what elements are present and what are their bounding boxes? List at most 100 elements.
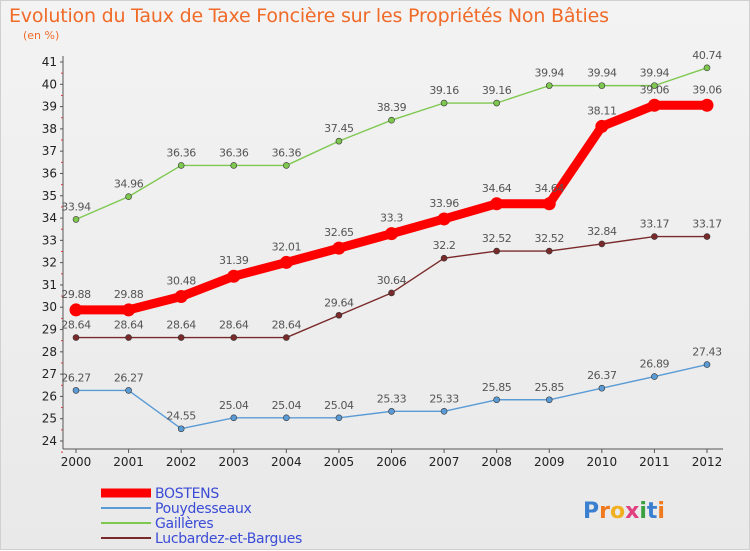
data-label: 27.43 (692, 346, 722, 359)
data-label: 33.17 (640, 218, 670, 231)
x-tick-label: 2006 (376, 455, 407, 469)
data-point (177, 334, 185, 341)
x-tick-label: 2012 (692, 455, 723, 469)
data-point (598, 240, 606, 248)
y-tick-label: 35 (42, 189, 57, 203)
data-label: 36.36 (166, 146, 196, 159)
legend-label: BOSTENS (155, 486, 219, 502)
data-point (493, 247, 500, 255)
data-label: 40.74 (692, 49, 722, 62)
data-point (651, 373, 658, 380)
y-tick-label: 34 (42, 211, 57, 225)
logo-letter: i (657, 499, 665, 524)
data-point (542, 197, 556, 211)
data-label: 31.39 (219, 254, 249, 267)
data-label: 32.52 (482, 232, 512, 245)
proxiti-logo: Proxiti (583, 499, 665, 524)
data-point (598, 82, 606, 89)
data-label: 25.33 (377, 392, 407, 405)
data-point (230, 162, 238, 169)
data-label: 38.39 (377, 101, 407, 114)
x-tick-label: 2004 (271, 455, 302, 469)
data-label: 32.52 (535, 232, 565, 245)
data-point (385, 227, 398, 241)
logo-text: Proxiti (583, 499, 665, 524)
data-label: 39.94 (535, 67, 565, 80)
data-point (283, 162, 290, 169)
data-labels: 29.88 29.88 30.48 31.39 32.01 32.65 33.3 33.96 3… (61, 49, 722, 423)
data-label: 25.04 (324, 399, 354, 412)
y-tick-label: 36 (42, 166, 57, 180)
data-label: 32.01 (272, 240, 302, 253)
data-point (440, 254, 448, 262)
data-label: 39.94 (640, 67, 670, 80)
data-point (493, 99, 500, 107)
data-point (703, 64, 711, 72)
data-point (647, 98, 661, 112)
x-tick-label: 2010 (587, 455, 618, 469)
data-point (177, 425, 185, 433)
y-tick-label: 38 (42, 122, 57, 136)
x-tick-label: 2009 (534, 455, 565, 469)
data-point (703, 361, 711, 368)
axes: 24 25 26 27 28 29 30 31 32 33 34 35 36 37 38 39 40 41 2000… (42, 55, 723, 469)
data-point (335, 137, 343, 145)
data-point (227, 269, 241, 283)
data-label: 29.64 (324, 296, 354, 309)
data-point (388, 408, 395, 415)
data-point (174, 290, 188, 304)
data-point (230, 334, 238, 341)
x-tick-label: 2001 (113, 455, 144, 469)
data-point (545, 396, 553, 404)
data-point (72, 216, 80, 223)
y-tick-label: 39 (42, 100, 57, 114)
data-label: 39.06 (640, 83, 670, 96)
logo-letter: r (599, 499, 610, 524)
data-point (437, 212, 451, 226)
data-point (440, 408, 448, 415)
data-point (545, 82, 553, 89)
data-label: 33.17 (692, 218, 722, 231)
x-tick-label: 2000 (61, 455, 92, 469)
data-point (332, 241, 346, 255)
legend-label: Pouydesseaux (155, 501, 252, 517)
data-label: 26.27 (114, 371, 144, 384)
data-point (125, 193, 132, 200)
data-label: 38.11 (587, 104, 617, 117)
x-tick-label: 2002 (166, 455, 197, 469)
logo-letter: i (639, 499, 647, 524)
logo-letter: o (610, 499, 625, 524)
logo-letter: x (625, 499, 639, 524)
data-label: 28.64 (219, 319, 249, 332)
x-tick-label: 2005 (324, 455, 355, 469)
x-tick-label: 2003 (218, 455, 249, 469)
y-tick-label: 25 (42, 412, 57, 426)
data-label: 39.16 (482, 84, 512, 97)
data-label: 26.37 (587, 369, 617, 382)
y-tick-label: 26 (42, 389, 57, 403)
y-tick-label: 32 (42, 256, 57, 270)
data-label: 30.64 (377, 274, 407, 287)
legend-label: Lucbardez-et-Bargues (155, 531, 302, 547)
x-tick-label: 2007 (429, 455, 460, 469)
data-label: 32.65 (324, 226, 354, 239)
data-point (651, 82, 658, 89)
y-tick-label: 30 (42, 300, 57, 314)
data-label: 36.36 (219, 146, 249, 159)
data-label: 39.16 (429, 84, 459, 97)
data-point (283, 414, 290, 422)
data-point (279, 255, 293, 269)
y-tick-label: 40 (42, 77, 57, 91)
data-label: 25.85 (482, 381, 512, 394)
data-point (440, 99, 448, 107)
logo-letter: P (583, 499, 599, 524)
data-label: 30.48 (166, 275, 196, 288)
data-point (493, 396, 500, 404)
data-point (388, 116, 395, 124)
data-point (545, 247, 553, 255)
data-point (125, 334, 132, 341)
data-label: 37.45 (324, 122, 354, 135)
chart-subtitle: (en %) (23, 29, 60, 42)
data-point (335, 414, 343, 422)
